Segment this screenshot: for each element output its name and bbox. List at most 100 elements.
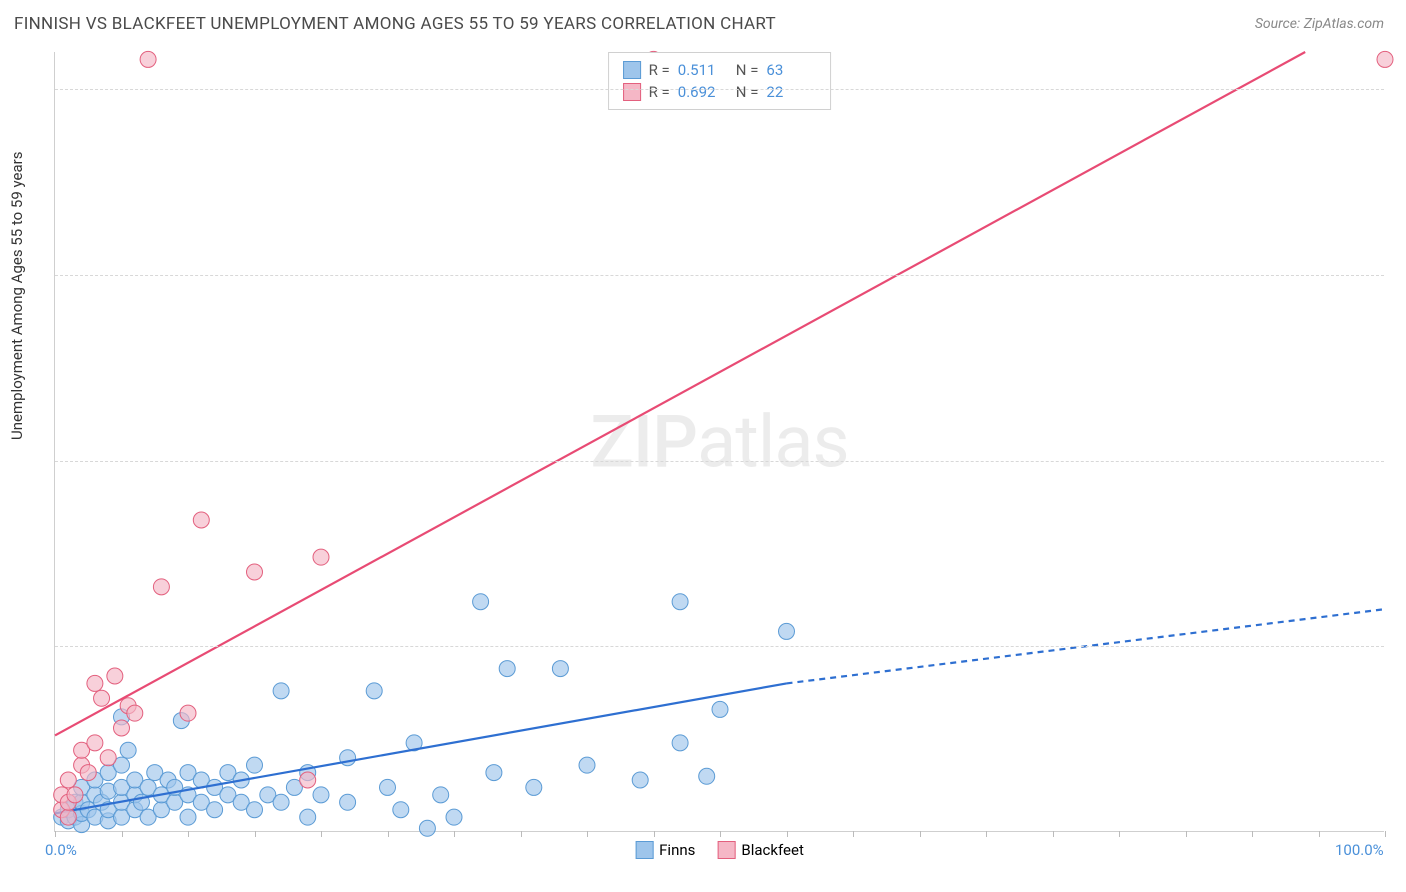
data-point [153,579,169,595]
n-label: N = [736,61,759,79]
x-tick-label: 100.0% [1335,841,1384,859]
data-point [380,779,396,795]
stats-row: R = 0.511 N = 63 [623,59,817,81]
x-tick-mark [255,831,256,837]
legend-item: Blackfeet [717,841,803,859]
data-point [87,735,103,751]
data-point [1377,51,1393,67]
r-label: R = [649,61,670,79]
x-tick-mark [1252,831,1253,837]
data-point [419,820,435,836]
data-point [579,757,595,773]
data-point [393,802,409,818]
x-tick-mark [1186,831,1187,837]
legend-item: Finns [635,841,695,859]
data-point [80,765,96,781]
data-point [712,701,728,717]
data-point [526,779,542,795]
legend-label: Finns [659,841,695,859]
x-tick-mark [1319,831,1320,837]
x-tick-mark [388,831,389,837]
gridline [55,461,1384,462]
gridline [55,646,1384,647]
legend-swatch [717,841,735,859]
x-tick-mark [1119,831,1120,837]
data-point [120,742,136,758]
n-value: 63 [766,61,816,79]
chart-title: FINNISH VS BLACKFEET UNEMPLOYMENT AMONG … [14,14,776,34]
data-point [140,51,156,67]
data-point [247,802,263,818]
data-point [473,594,489,610]
r-value: 0.511 [678,61,728,79]
legend-swatch [635,841,653,859]
data-point [114,720,130,736]
data-point [779,623,795,639]
data-point [207,802,223,818]
x-tick-label: 0.0% [45,841,77,859]
data-point [87,675,103,691]
data-point [366,683,382,699]
data-point [247,564,263,580]
data-point [247,757,263,773]
x-tick-mark [654,831,655,837]
x-tick-mark [1385,831,1386,837]
header: FINNISH VS BLACKFEET UNEMPLOYMENT AMONG … [0,0,1406,44]
data-point [486,765,502,781]
data-point [180,705,196,721]
x-tick-mark [920,831,921,837]
x-tick-mark [986,831,987,837]
data-point [300,809,316,825]
data-point [446,809,462,825]
data-point [67,787,83,803]
x-tick-mark [720,831,721,837]
data-point [672,735,688,751]
data-point [552,661,568,677]
data-point [300,772,316,788]
x-tick-mark [787,831,788,837]
data-point [499,661,515,677]
stats-row: R = 0.692 N = 22 [623,81,817,103]
data-point [340,794,356,810]
trendline [55,52,1305,735]
data-point [433,787,449,803]
x-tick-mark [122,831,123,837]
y-axis-label: Unemployment Among Ages 55 to 59 years [8,152,26,440]
y-tick-label: 75.0% [1394,266,1406,284]
y-tick-label: 25.0% [1394,637,1406,655]
data-point [180,809,196,825]
scatter-plot [55,52,1384,831]
x-tick-mark [188,831,189,837]
gridline [55,89,1384,90]
data-point [107,668,123,684]
data-point [632,772,648,788]
data-point [273,683,289,699]
data-point [60,772,76,788]
x-tick-mark [1053,831,1054,837]
data-point [193,512,209,528]
legend: Finns Blackfeet [635,841,804,859]
chart-area: ZIPatlas R = 0.511 N = 63 R = 0.692 N = … [54,52,1384,832]
data-point [672,594,688,610]
stats-box: R = 0.511 N = 63 R = 0.692 N = 22 [608,52,832,110]
y-tick-label: 100.0% [1394,80,1406,98]
data-point [127,705,143,721]
legend-label: Blackfeet [741,841,803,859]
data-point [273,794,289,810]
data-point [699,768,715,784]
stats-swatch [623,83,641,101]
r-value: 0.692 [678,83,728,101]
x-tick-mark [521,831,522,837]
data-point [313,787,329,803]
n-label: N = [736,83,759,101]
x-tick-mark [55,831,56,837]
data-point [100,750,116,766]
x-tick-mark [853,831,854,837]
x-tick-mark [321,831,322,837]
r-label: R = [649,83,670,101]
gridline [55,275,1384,276]
data-point [94,690,110,706]
data-point [313,549,329,565]
n-value: 22 [766,83,816,101]
source-label: Source: ZipAtlas.com [1255,16,1384,32]
